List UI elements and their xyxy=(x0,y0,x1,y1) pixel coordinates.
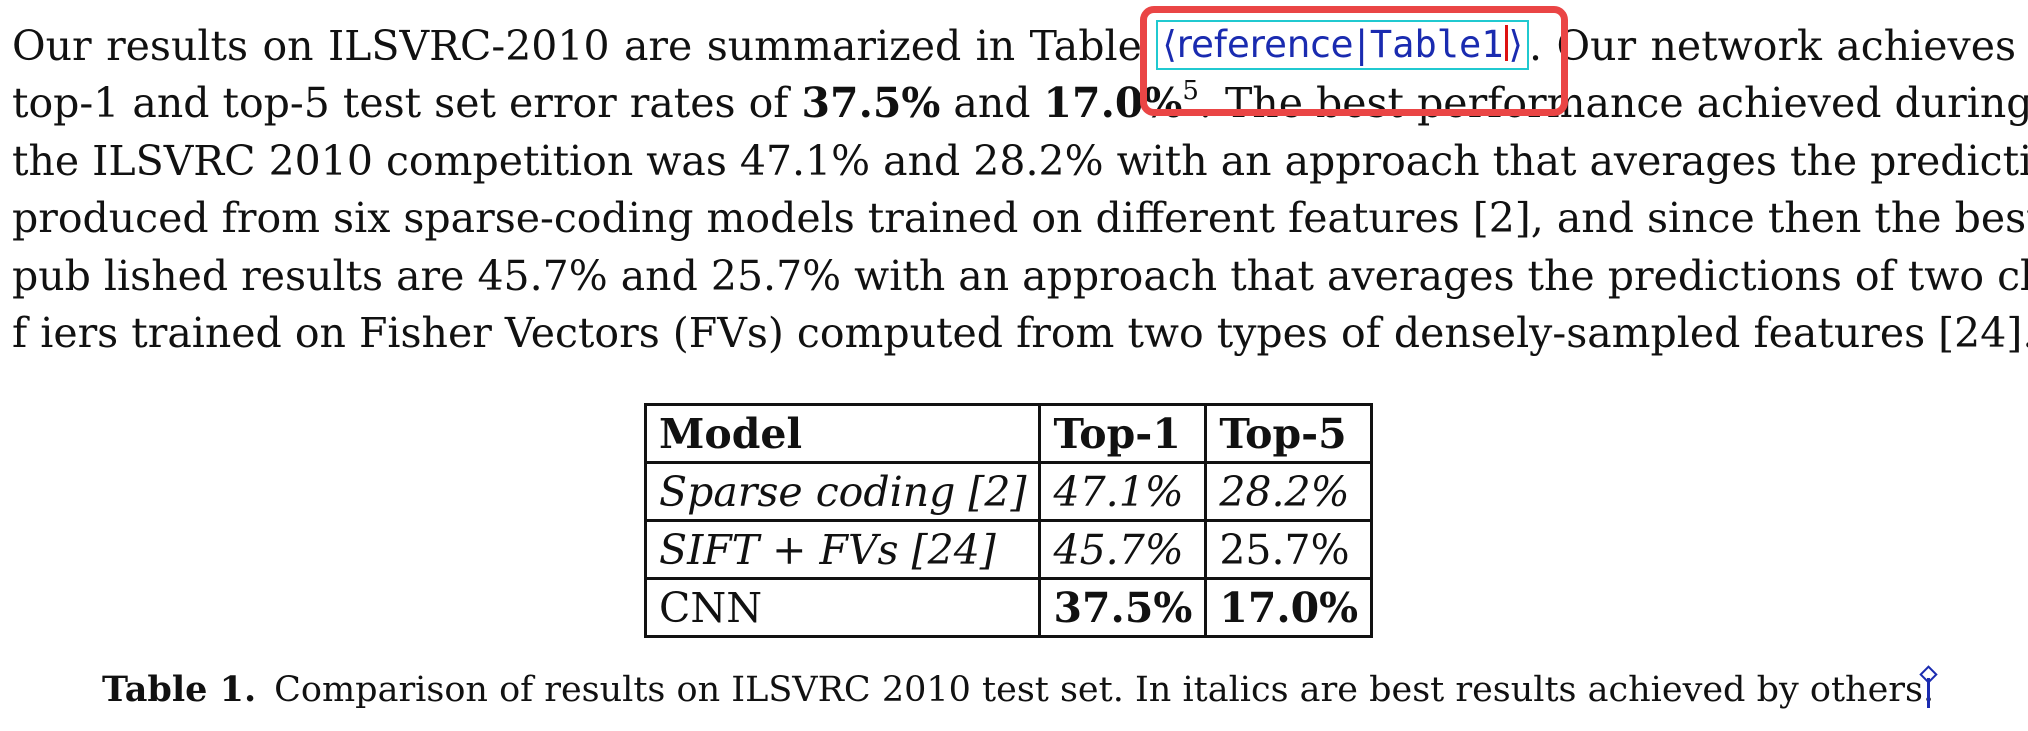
anchor-stem xyxy=(1927,678,1930,708)
header-model: Model xyxy=(643,403,1042,464)
line2-text-b: and xyxy=(940,79,1044,128)
reference-close-bracket: ⟩ xyxy=(1508,23,1523,66)
header-top1: Top-1 xyxy=(1038,403,1208,464)
line2-text-a: top-1 and top-5 test set error rates of xyxy=(12,79,802,128)
body-paragraph: Our results on ILSVRC-2010 are summarize… xyxy=(12,18,2028,362)
paragraph-line-1: Our results on ILSVRC-2010 are summarize… xyxy=(12,18,2016,75)
results-table: Model Top-1 Top-5 Sparse coding [2] 47.1… xyxy=(643,403,1374,638)
anchor-icon[interactable] xyxy=(1919,665,1938,712)
caption-text: Comparison of results on ILSVRC 2010 tes… xyxy=(274,670,1935,710)
text-cursor xyxy=(1504,25,1508,61)
reference-open-bracket: ⟨ xyxy=(1162,23,1177,66)
reference-field[interactable]: ⟨reference|Table1 ⟩ xyxy=(1156,20,1529,70)
table-row: SIFT + FVs [24] 45.7% 25.7% xyxy=(643,519,1374,580)
caption-label: Table 1. xyxy=(102,669,257,710)
line1-text-after: . Our network achieves xyxy=(1528,22,2016,70)
paragraph-line-6: f iers trained on Fisher Vectors (FVs) c… xyxy=(12,309,2028,358)
header-top5: Top-5 xyxy=(1204,403,1374,464)
line1-text-before: Our results on ILSVRC-2010 are summarize… xyxy=(12,22,1142,70)
footnote-marker[interactable]: 5 xyxy=(1182,76,1199,107)
line2-text-c: . The best performance achieved during xyxy=(1198,79,2028,128)
cell-top1: 45.7% xyxy=(1038,519,1208,580)
paragraph-line-5: pub lished results are 45.7% and 25.7% w… xyxy=(12,251,2028,300)
cell-model: Sparse coding [2] xyxy=(643,461,1042,522)
cell-model: CNN xyxy=(643,577,1042,638)
cell-top5: 25.7% xyxy=(1204,519,1374,580)
cell-top5: 17.0% xyxy=(1204,577,1374,638)
table-row: Sparse coding [2] 47.1% 28.2% xyxy=(643,461,1374,522)
cell-top1: 47.1% xyxy=(1038,461,1208,522)
table-header-row: Model Top-1 Top-5 xyxy=(643,403,1374,464)
cell-model: SIFT + FVs [24] xyxy=(643,519,1042,580)
paragraph-line-3: the ILSVRC 2010 competition was 47.1% an… xyxy=(12,136,2028,185)
reference-kind: reference xyxy=(1176,23,1354,66)
cell-top5: 28.2% xyxy=(1204,461,1374,522)
reference-target[interactable]: Table1 xyxy=(1369,23,1504,66)
paragraph-line-2: top-1 and top-5 test set error rates of … xyxy=(12,75,2028,132)
paragraph-line-4: produced from six sparse-coding models t… xyxy=(12,194,2028,243)
cell-top1: 37.5% xyxy=(1038,577,1208,638)
table-caption: Table 1. Comparison of results on ILSVRC … xyxy=(102,668,1952,712)
top1-rate: 37.5% xyxy=(801,79,941,128)
table-row: CNN 37.5% 17.0% xyxy=(643,577,1374,638)
reference-separator: | xyxy=(1355,23,1368,66)
top5-rate: 17.0% xyxy=(1043,79,1183,128)
